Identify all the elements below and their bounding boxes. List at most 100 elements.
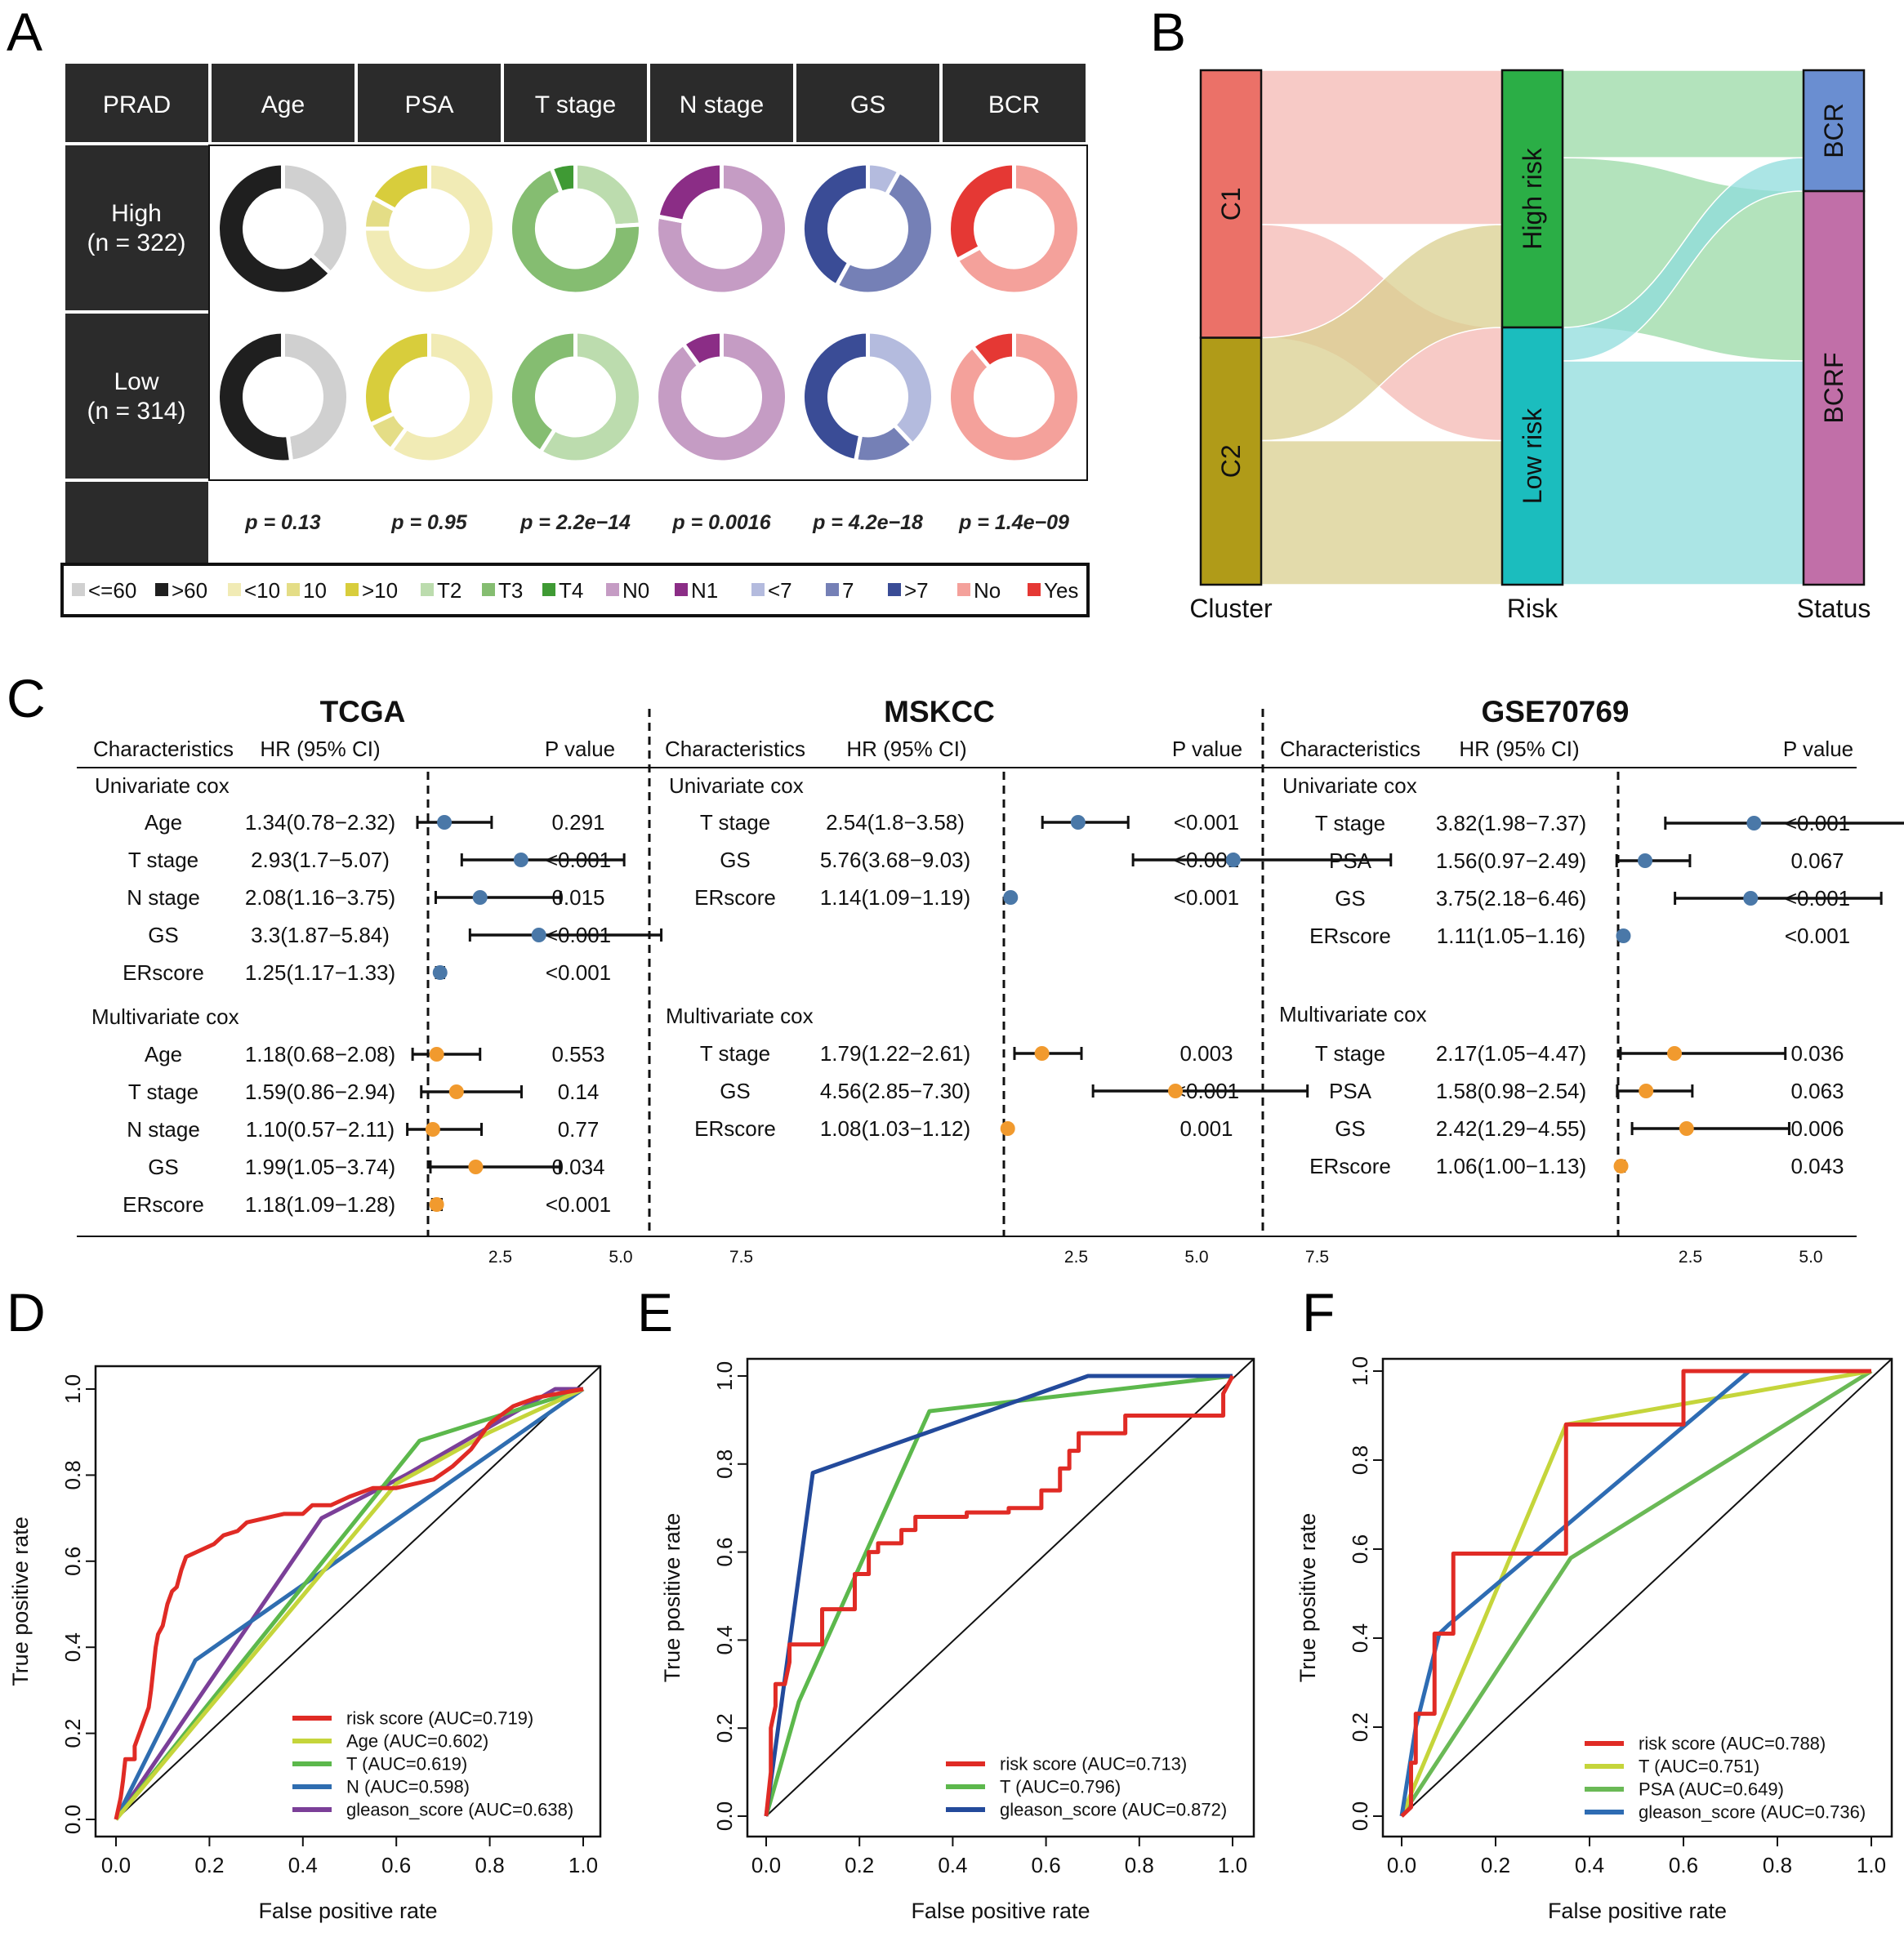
roc-curve-risk-score (1400, 1369, 1871, 1818)
header-cell-psa (358, 64, 501, 142)
sankey-axis-label: Risk (1507, 594, 1558, 623)
hr-point (1034, 1046, 1050, 1061)
hr-point (1616, 928, 1631, 943)
hr-point (513, 853, 528, 867)
legend-label: gleason_score (AUC=0.736) (1639, 1802, 1866, 1823)
x-axis-label: False positive rate (1548, 1899, 1727, 1923)
row-hr-ci: 1.59(0.86−2.94) (245, 1080, 395, 1104)
row-hr-ci: 1.58(0.98−2.54) (1436, 1079, 1586, 1103)
forest-axis-tick: 2.5 (1679, 1248, 1702, 1267)
forest-axis-tick: 2.5 (488, 1248, 512, 1267)
hr-point (448, 1084, 464, 1099)
pvalue-row-label-cell (65, 482, 208, 563)
hr-point (472, 890, 488, 905)
forest-axis-tick: 2.5 (1064, 1248, 1088, 1267)
donut-area-frame (208, 145, 1088, 481)
legend-swatch-n0 (606, 583, 619, 596)
legend-label: Age (AUC=0.602) (346, 1731, 488, 1752)
legend-label: T (AUC=0.796) (1000, 1777, 1121, 1797)
donut-segment (216, 161, 334, 296)
sankey-node-high-risk (1500, 69, 1564, 329)
row-p-value: 0.043 (1790, 1154, 1844, 1178)
hr-point (1743, 891, 1759, 906)
sankey-node-label: Low risk (1518, 407, 1547, 504)
cohort-title: GSE70769 (1481, 695, 1629, 728)
plot-frame (94, 1365, 602, 1838)
row-p-value: 0.77 (558, 1117, 600, 1142)
hr-point (1225, 853, 1241, 867)
donut-segment (362, 329, 431, 428)
legend-label: <=60 (88, 578, 136, 603)
x-axis-label: False positive rate (911, 1899, 1090, 1923)
row-characteristic: GS (1335, 1116, 1366, 1141)
y-axis-label: True positive rate (8, 1516, 33, 1686)
x-tick-label: 0.0 (101, 1853, 131, 1877)
section-label-multivariate-cox: Multivariate cox (1279, 1002, 1427, 1026)
col-header-hr: HR (95% CI) (260, 737, 380, 761)
row-characteristic: T stage (128, 848, 198, 872)
hr-point (1168, 1084, 1184, 1098)
header-cell-prad (65, 64, 208, 142)
sankey-node-label: C1 (1216, 187, 1246, 220)
row-hr-ci: 1.79(1.22−2.61) (820, 1041, 970, 1066)
col-header-p-value: P value (545, 737, 615, 761)
legend-label: T (AUC=0.751) (1639, 1757, 1759, 1777)
row-p-value: <0.001 (1785, 924, 1850, 948)
legend-label: <10 (244, 578, 280, 603)
legend-label: No (974, 578, 1001, 603)
legend-swatch-10 (228, 583, 241, 596)
legend-label: >10 (362, 578, 398, 603)
legend-swatch-7 (826, 583, 839, 596)
sankey-node-label: High risk (1518, 147, 1547, 249)
hr-point (531, 928, 546, 942)
legend-label: gleason_score (AUC=0.872) (1000, 1800, 1227, 1820)
row-hr-ci: 3.75(2.18−6.46) (1436, 886, 1586, 911)
y-tick-label: 0.8 (1348, 1445, 1372, 1475)
row-hr-ci: 1.10(0.57−2.11) (246, 1117, 395, 1142)
hr-point (1000, 1121, 1015, 1136)
y-tick-label: 0.2 (712, 1713, 737, 1743)
row-characteristic: T stage (1315, 811, 1385, 835)
row-p-value: 0.001 (1179, 1116, 1233, 1141)
legend-label: T3 (498, 578, 523, 603)
legend-label: gleason_score (AUC=0.638) (346, 1800, 573, 1820)
row-characteristic: T stage (700, 810, 770, 835)
legend-swatch-7 (888, 583, 901, 596)
diagonal-reference (765, 1358, 1255, 1817)
legend-label: N1 (691, 578, 718, 603)
forest-axis-tick: 7.5 (729, 1248, 753, 1267)
row-p-value: 0.003 (1179, 1041, 1233, 1066)
donut-segment (281, 329, 350, 465)
x-tick-label: 1.0 (1857, 1853, 1886, 1877)
row-hr-ci: 2.08(1.16−3.75) (245, 885, 395, 910)
donut-segment (654, 161, 789, 296)
y-tick-label: 0.6 (712, 1538, 737, 1567)
panel-c-forest-plots: TCGA Characteristics HR (95% CI) P value Uni… (77, 695, 1904, 1267)
x-tick-label: 0.8 (1763, 1853, 1792, 1877)
row-characteristic: ERscore (123, 1192, 204, 1217)
y-tick-label: 0.2 (60, 1719, 85, 1748)
donut-segment (361, 161, 497, 296)
row-hr-ci: 1.18(1.09−1.28) (245, 1192, 395, 1217)
donut-segment (947, 161, 1016, 263)
legend-label: T (AUC=0.619) (346, 1754, 467, 1774)
hr-point (429, 1197, 444, 1212)
header-cell-n-stage (650, 64, 793, 142)
row-characteristic: Age (145, 810, 182, 835)
row-p-value: <0.001 (1174, 885, 1239, 910)
row-characteristic: N stage (127, 885, 200, 910)
y-tick-label: 0.8 (60, 1460, 85, 1489)
row-characteristic: T stage (128, 1080, 198, 1104)
header-cell-age (212, 64, 354, 142)
row-label-cell (65, 145, 208, 310)
hr-point (1613, 1159, 1629, 1173)
panel-letter-c: C (7, 668, 46, 728)
row-hr-ci: 1.08(1.03−1.12) (820, 1116, 970, 1141)
row-characteristic: T stage (700, 1041, 770, 1066)
legend-label: Yes (1044, 578, 1078, 603)
forest-axis-tick: 5.0 (1799, 1248, 1822, 1267)
donut-segment (969, 329, 1016, 371)
row-characteristic: GS (720, 848, 751, 872)
legend-swatch-7 (751, 583, 765, 596)
